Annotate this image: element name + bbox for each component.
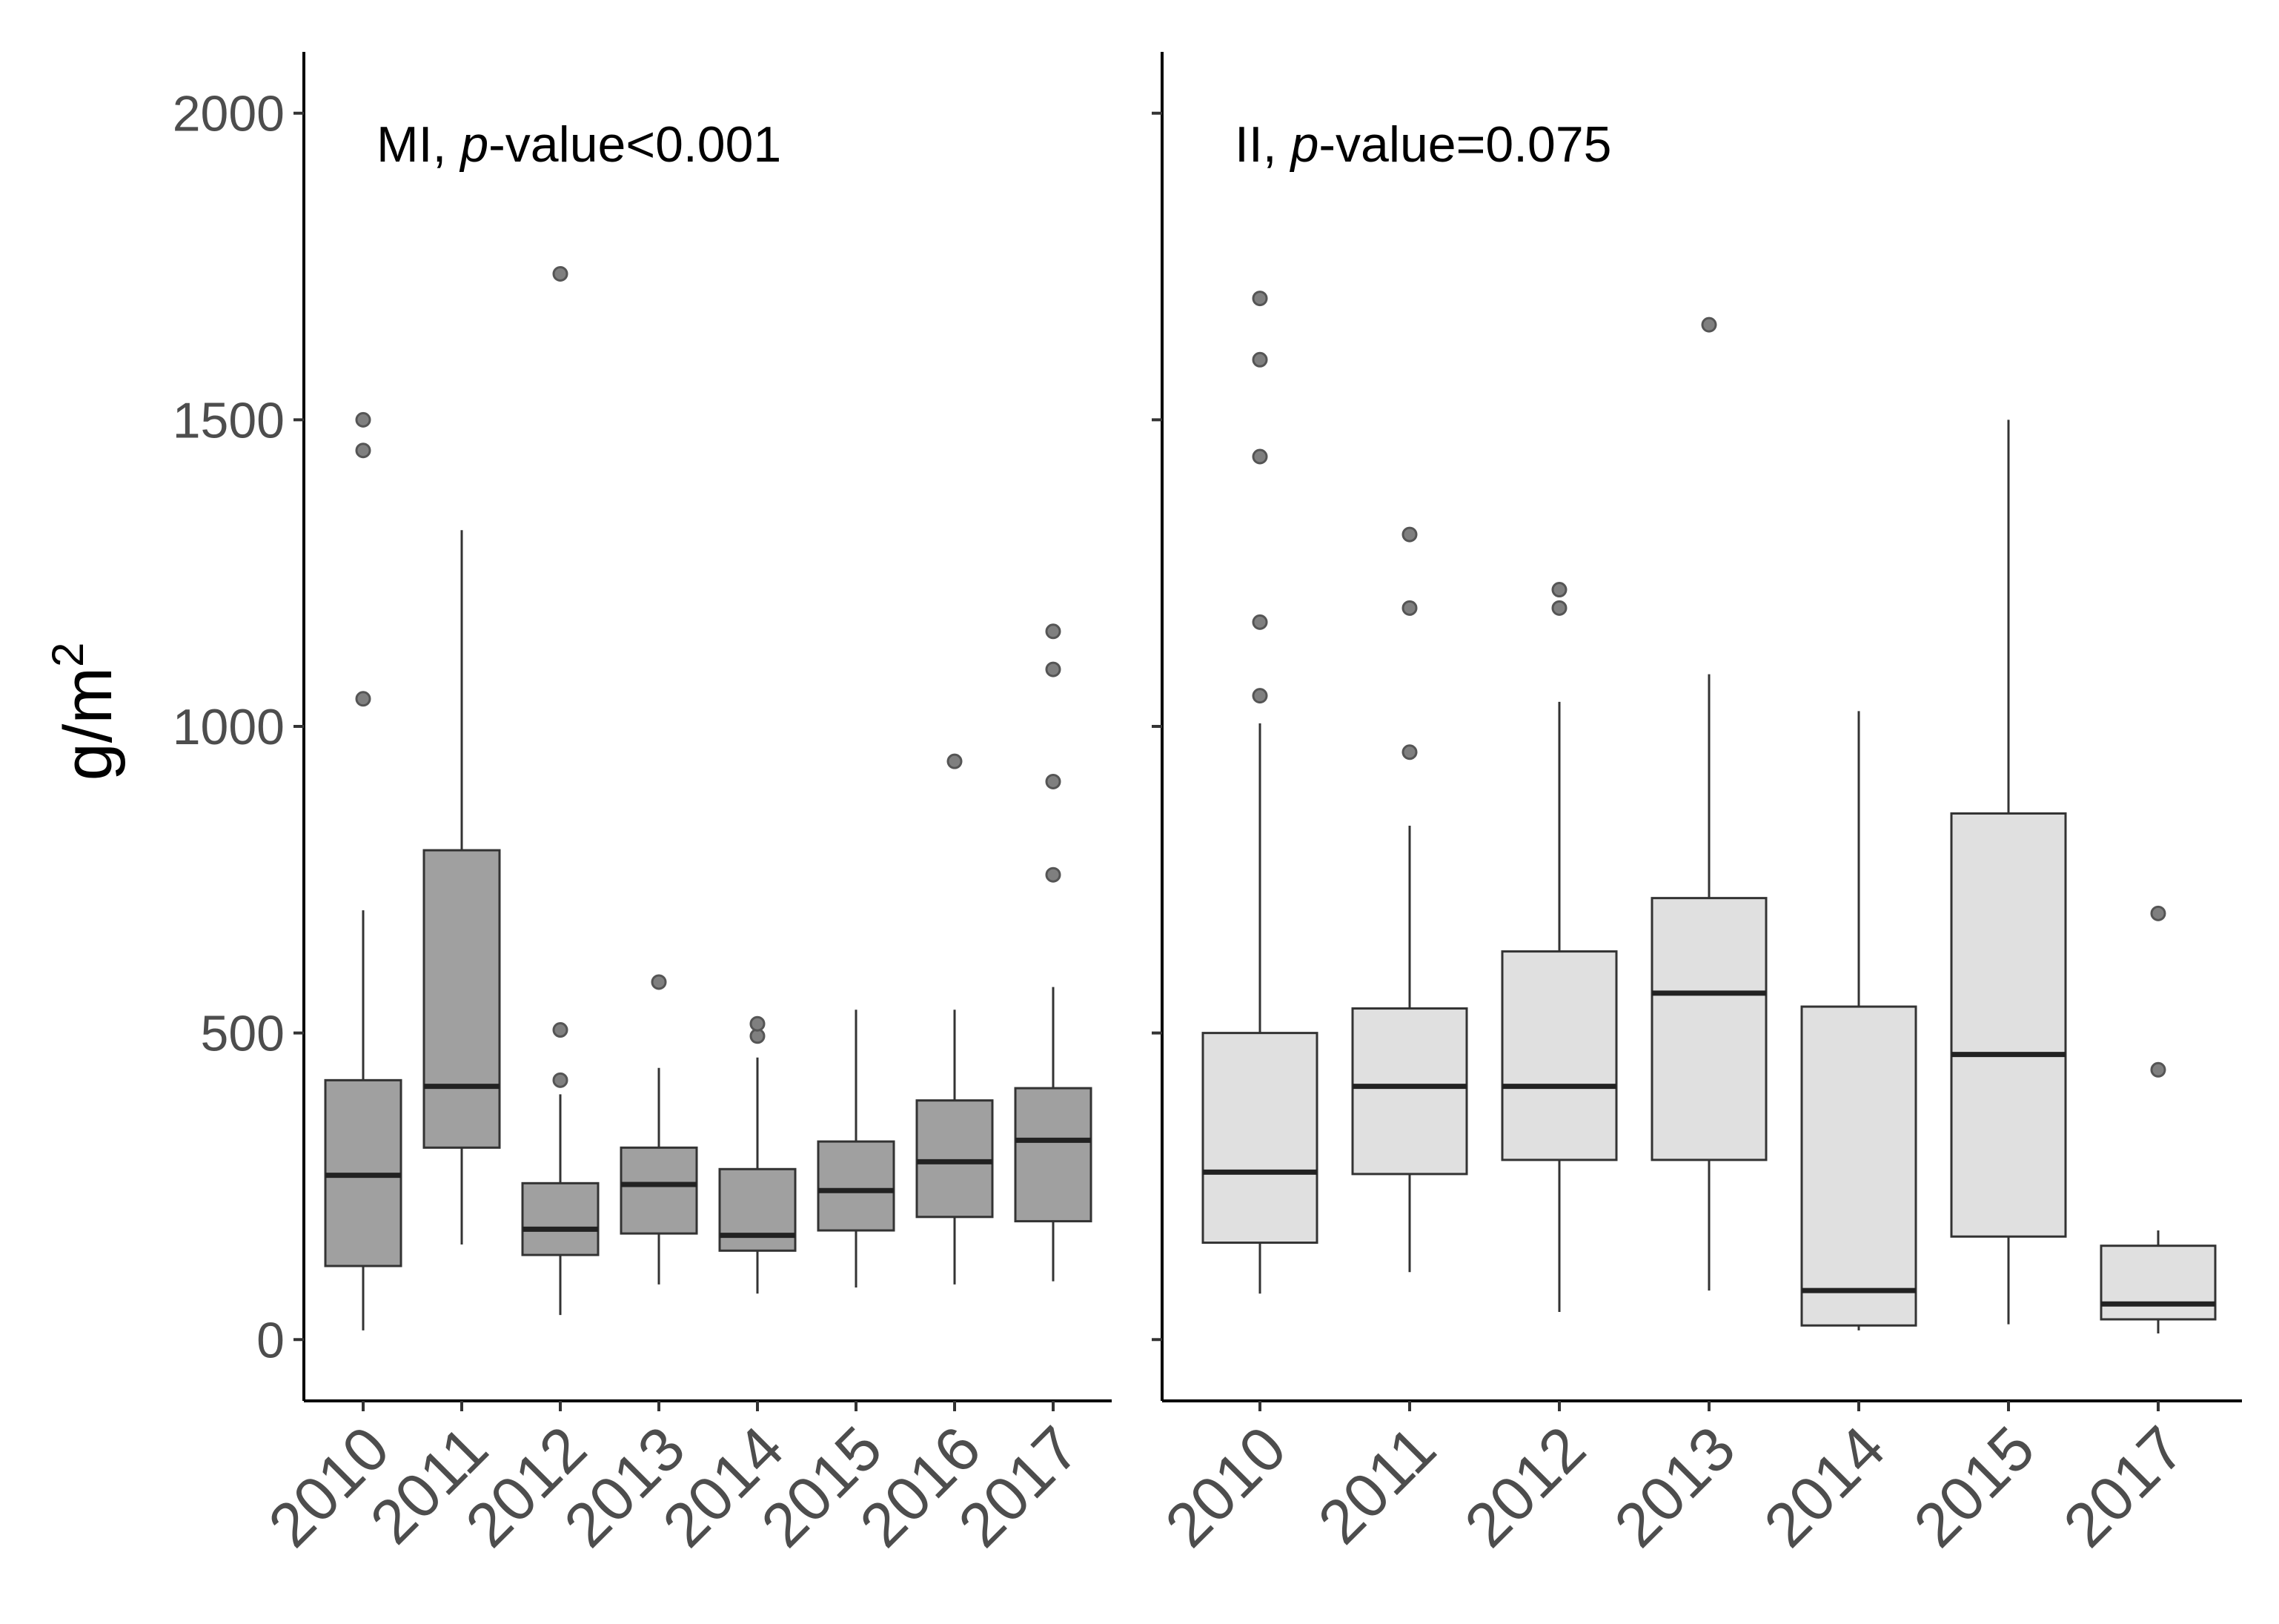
box-ii-2011 bbox=[1351, 526, 1468, 1273]
outlier-point bbox=[1401, 526, 1418, 543]
panel-title-italic: p bbox=[1290, 116, 1319, 173]
y-axis-title-text: g/m bbox=[50, 667, 126, 780]
svg-text:g/m2: g/m2 bbox=[43, 643, 126, 781]
outlier-point bbox=[552, 265, 568, 282]
panel-title-prefix: MI, bbox=[376, 116, 460, 173]
iqr-box bbox=[1351, 1007, 1468, 1176]
box-ii-2010 bbox=[1201, 291, 1318, 1294]
x-tick-label-ii-2015: 2015 bbox=[1900, 1413, 2048, 1560]
panel-title-ii: II, p-value=0.075 bbox=[1235, 116, 1612, 173]
box-ii-2014 bbox=[1800, 711, 1917, 1330]
marks-layer: MI, p-value<0.001 II, p-value=0.075 bbox=[324, 116, 2217, 1333]
outlier-point bbox=[1551, 582, 1568, 598]
iqr-box bbox=[422, 849, 501, 1149]
panel-title-suffix: -value=0.075 bbox=[1318, 116, 1611, 173]
iqr-box bbox=[620, 1146, 698, 1235]
outlier-point bbox=[946, 753, 963, 769]
outlier-point bbox=[1252, 688, 1268, 704]
iqr-box bbox=[1501, 950, 1618, 1161]
outlier-point bbox=[1252, 351, 1268, 368]
facet-mi: MI, p-value<0.001 bbox=[324, 116, 1092, 1330]
y-tick-label-2000: 2000 bbox=[173, 86, 285, 142]
box-ii-2012 bbox=[1501, 582, 1618, 1313]
outlier-point bbox=[1252, 291, 1268, 307]
box-mi-2017 bbox=[1014, 623, 1092, 1282]
outlier-point bbox=[355, 691, 371, 707]
y-tick-label-0: 0 bbox=[256, 1312, 285, 1368]
outlier-point bbox=[651, 974, 667, 990]
iqr-box bbox=[1651, 897, 1768, 1161]
iqr-box bbox=[1800, 1005, 1917, 1327]
iqr-box bbox=[817, 1140, 895, 1232]
outlier-point bbox=[2150, 1061, 2166, 1078]
outlier-point bbox=[355, 411, 371, 428]
x-tick-label-ii-2017: 2017 bbox=[2050, 1413, 2197, 1560]
x-tick-label-ii-2014: 2014 bbox=[1751, 1413, 1898, 1560]
outlier-point bbox=[749, 1015, 766, 1032]
outlier-point bbox=[1045, 866, 1061, 883]
y-tick-label-1500: 1500 bbox=[173, 392, 285, 448]
outlier-point bbox=[355, 443, 371, 459]
y-tick-label-1000: 1000 bbox=[173, 699, 285, 755]
outlier-point bbox=[1252, 448, 1268, 465]
box-mi-2015 bbox=[817, 1010, 895, 1287]
box-mi-2012 bbox=[521, 265, 600, 1316]
panel-title-italic: p bbox=[459, 116, 488, 173]
iqr-box bbox=[718, 1167, 797, 1252]
outlier-point bbox=[1551, 600, 1568, 616]
outlier-point bbox=[1045, 623, 1061, 640]
x-tick-label-ii-2013: 2013 bbox=[1601, 1413, 1748, 1560]
box-ii-2015 bbox=[1950, 420, 2067, 1325]
iqr-box bbox=[1014, 1087, 1092, 1223]
axes-layer: 0 500 1000 1500 2000 201020112012201320142015… bbox=[173, 52, 2242, 1560]
y-axis-title-superscript: 2 bbox=[43, 643, 93, 667]
panel-title-suffix: -value<0.001 bbox=[488, 116, 781, 173]
outlier-point bbox=[1401, 600, 1418, 616]
box-ii-2013 bbox=[1651, 316, 1768, 1291]
iqr-box bbox=[1201, 1032, 1318, 1244]
iqr-box bbox=[521, 1181, 600, 1256]
outlier-point bbox=[552, 1022, 568, 1038]
iqr-box bbox=[915, 1099, 994, 1219]
box-mi-2016 bbox=[915, 753, 994, 1285]
box-mi-2013 bbox=[620, 974, 698, 1285]
outlier-point bbox=[1045, 661, 1061, 677]
y-axis-title: g/m2 bbox=[43, 643, 126, 781]
outlier-point bbox=[2150, 905, 2166, 921]
box-ii-2017 bbox=[2100, 905, 2217, 1333]
iqr-box bbox=[1950, 812, 2067, 1238]
box-mi-2014 bbox=[718, 1015, 797, 1294]
facet-ii: II, p-value=0.075 bbox=[1201, 116, 2217, 1333]
outlier-point bbox=[552, 1072, 568, 1088]
panel-title-mi: MI, p-value<0.001 bbox=[376, 116, 781, 173]
x-tick-label-ii-2012: 2012 bbox=[1451, 1413, 1599, 1560]
panel-title-prefix: II, bbox=[1235, 116, 1291, 173]
box-mi-2010 bbox=[324, 411, 402, 1330]
iqr-box bbox=[2100, 1244, 2217, 1321]
box-mi-2011 bbox=[422, 530, 501, 1245]
y-tick-label-500: 500 bbox=[201, 1006, 285, 1062]
x-tick-label-ii-2010: 2010 bbox=[1152, 1413, 1299, 1560]
outlier-point bbox=[1401, 744, 1418, 760]
outlier-point bbox=[1252, 614, 1268, 630]
outlier-point bbox=[1701, 316, 1717, 333]
outlier-point bbox=[1045, 773, 1061, 789]
x-tick-label-ii-2011: 2011 bbox=[1305, 1413, 1449, 1557]
